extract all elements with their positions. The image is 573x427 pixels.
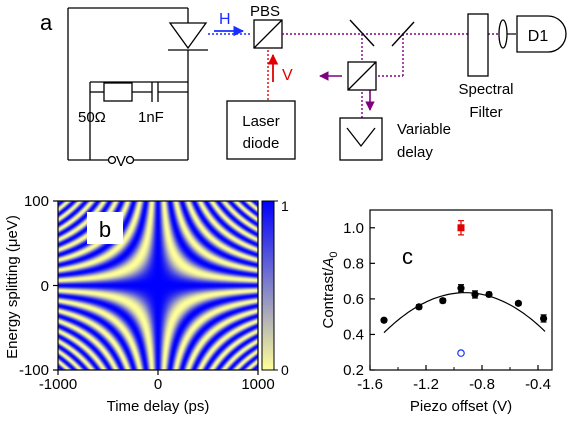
data-point (415, 303, 423, 311)
mirror-1 (349, 19, 375, 47)
data-point-square (457, 224, 465, 232)
panel-b-label-box (87, 212, 123, 244)
c-ylabel-italic: A (320, 258, 337, 269)
b-ytick-0: 100 (24, 193, 49, 210)
c-xlabel: Piezo offset (V) (410, 398, 512, 415)
b-xtick-1: 0 (154, 376, 162, 393)
data-point (485, 290, 493, 299)
c-ylabel-main: Contrast/ (320, 267, 337, 329)
data-point-open (457, 349, 465, 357)
c-ytick-label: 0.6 (343, 291, 364, 308)
detector-label: D1 (528, 28, 549, 45)
delay-label-2: delay (397, 144, 433, 161)
circuit (67, 7, 189, 161)
c-ylabel: Contrast/A0 (320, 252, 340, 329)
fit-curve (383, 292, 546, 334)
panel-b-label: b (99, 217, 111, 242)
resistor (103, 82, 133, 102)
delay-label-1: Variable (397, 121, 451, 138)
c-ytick-label: 1.0 (343, 220, 364, 237)
panel-b-ticks (53, 200, 259, 375)
b-ytick-2: -100 (19, 362, 49, 379)
c-ylabel-sub: 0 (328, 252, 340, 258)
spectral-filter (467, 13, 489, 77)
filter-label-2: Filter (469, 104, 502, 121)
laser-label-1: Laser (242, 113, 280, 130)
data-point (439, 297, 447, 305)
voltage-label: V (116, 153, 126, 170)
terminal-right (125, 155, 135, 165)
pbs-label: PBS (250, 3, 280, 20)
v-label: V (282, 67, 293, 84)
panel-c-ticks: -1.6 -1.2 -0.8 -0.4 0.2 0.4 0.6 0.8 1.0 (343, 220, 551, 393)
mirror-2 (391, 21, 415, 47)
filter-label-1: Spectral (458, 81, 513, 98)
panel-c-label: c (402, 244, 413, 269)
data-point (471, 290, 479, 299)
variable-delay-box (339, 117, 383, 161)
panel-a: a 50Ω 1nF V H (40, 3, 567, 170)
h-label: H (219, 11, 231, 28)
capacitor-label: 1nF (138, 109, 164, 126)
lens (498, 19, 508, 49)
b-ytick-1: 0 (41, 278, 49, 295)
c-ytick-label: 0.8 (343, 255, 364, 272)
b-xlabel: Time delay (ps) (107, 398, 210, 415)
data-point (380, 316, 388, 324)
colorbar-tick-high: 1 (281, 198, 289, 214)
panel-a-label: a (40, 10, 53, 35)
panel-c-plot (380, 220, 548, 357)
c-xtick-label: -0.4 (525, 376, 551, 393)
colorbar-tick-low: 0 (281, 362, 289, 378)
resistor-label: 50Ω (78, 109, 106, 126)
c-ytick-label: 0.2 (343, 362, 364, 379)
c-xtick-label: -1.6 (357, 376, 383, 393)
detector (516, 15, 567, 53)
b-xtick-0: -1000 (39, 376, 77, 393)
data-point (540, 314, 548, 323)
data-point (457, 284, 465, 292)
c-xtick-label: -0.8 (469, 376, 495, 393)
c-xtick-label: -1.2 (413, 376, 439, 393)
data-point (514, 299, 523, 307)
panel-c: c -1.6 -1.2 -0.8 -0.4 0.2 0.4 0.6 0.8 1.0 Piezo … (320, 209, 553, 415)
diode (168, 22, 208, 51)
b-ylabel: Energy splitting (μeV) (4, 215, 21, 359)
b-xtick-2: 1000 (241, 376, 274, 393)
terminal-left (107, 155, 117, 165)
laser-label-2: diode (243, 135, 280, 152)
laser-diode-box (226, 100, 296, 160)
c-ytick-label: 0.4 (343, 326, 364, 343)
panel-b: b -1000 0 1000 100 0 -100 Time delay (ps… (4, 193, 289, 415)
colorbar (261, 200, 275, 371)
